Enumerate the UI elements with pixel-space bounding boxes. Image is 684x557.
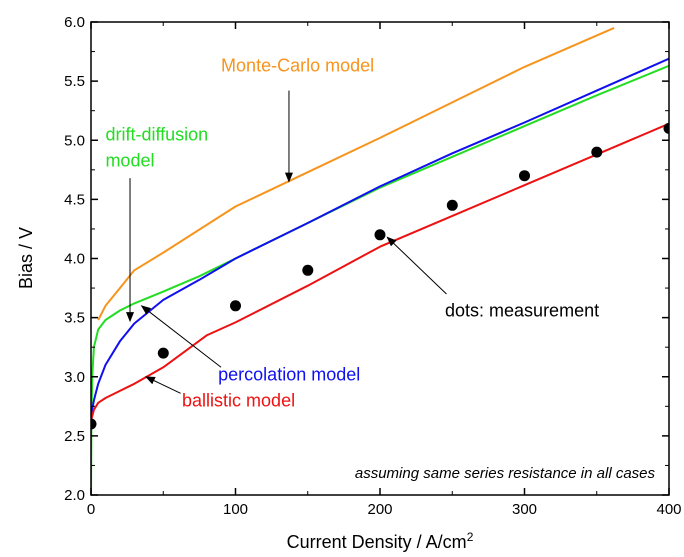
y-tick-label: 3.0 [64, 369, 85, 386]
plot-frame [90, 21, 670, 496]
x-tick-label: 100 [223, 501, 248, 518]
y-tick-label: 3.5 [64, 310, 85, 327]
annotation-layer: Monte-Carlo model drift-diffusion model per… [105, 56, 599, 411]
measurement-dot [302, 264, 314, 276]
measurement-dot [663, 122, 669, 134]
annotation-arrow-ball [145, 376, 181, 394]
annotation-dd: drift-diffusion [105, 124, 208, 144]
x-tick-label: 300 [512, 501, 537, 518]
measurement-dot [591, 146, 603, 158]
x-tick-label: 200 [367, 501, 392, 518]
measurement-dot [157, 347, 169, 359]
y-tick-label: 4.5 [64, 191, 85, 208]
y-tick-label: 5.0 [64, 132, 85, 149]
measurement-layer [91, 122, 669, 430]
annotation-ball: ballistic model [182, 390, 295, 410]
series-line-drift-diffusion [91, 64, 669, 495]
y-axis-title: Bias / V [16, 227, 36, 289]
y-tick-label: 6.0 [64, 14, 85, 31]
series-line-percolation [91, 57, 669, 425]
annotation-perc: percolation model [218, 364, 360, 384]
annotation-meas: dots: measurement [445, 300, 599, 320]
measurement-dot [519, 170, 530, 182]
measurement-dot [446, 199, 458, 211]
x-tick-label: 400 [656, 501, 681, 518]
y-tick-label: 2.5 [64, 428, 85, 445]
annotation-dd-line2: model [105, 150, 154, 170]
y-tick-label: 4.0 [64, 251, 85, 268]
series-line-ballistic [91, 122, 669, 425]
series-layer [91, 26, 669, 495]
annotation-arrow-perc [140, 305, 222, 368]
series-line-monte-carlo [97, 26, 615, 321]
y-tick-label: 2.0 [64, 487, 85, 504]
axis-ticks: 0 100 200 300 400 2.0 2.5 3.0 3.5 4.0 4.5 5.0 5.5 6.0 [64, 14, 681, 518]
annotation-mc: Monte-Carlo model [221, 56, 374, 76]
series-resistance-note: assuming same series resistance in all c… [355, 465, 656, 482]
y-tick-label: 5.5 [64, 73, 85, 90]
x-tick-label: 0 [87, 501, 95, 518]
measurement-dot [91, 418, 97, 430]
measurement-dot [374, 229, 386, 241]
annotation-arrow-meas [386, 236, 447, 295]
measurement-dot [230, 300, 241, 312]
x-axis-title: Current Density / A/cm2 [287, 530, 474, 552]
